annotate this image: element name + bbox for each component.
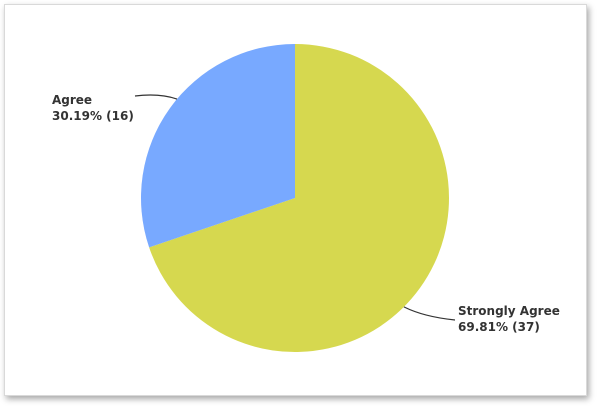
- leader-lines: [134, 94, 456, 321]
- label-strongly-agree-name: Strongly Agree: [458, 304, 560, 318]
- pie-slice-agree: [140, 44, 295, 248]
- label-agree-name: Agree: [52, 93, 92, 107]
- pie-slices: [140, 44, 449, 352]
- pie-slice-strongly-agree: [149, 44, 449, 352]
- leader-line-agree: [134, 94, 178, 100]
- label-strongly-agree-value: 69.81% (37): [458, 320, 540, 334]
- leader-line-strongly-agree: [403, 306, 456, 321]
- label-agree-value: 30.19% (16): [52, 109, 134, 123]
